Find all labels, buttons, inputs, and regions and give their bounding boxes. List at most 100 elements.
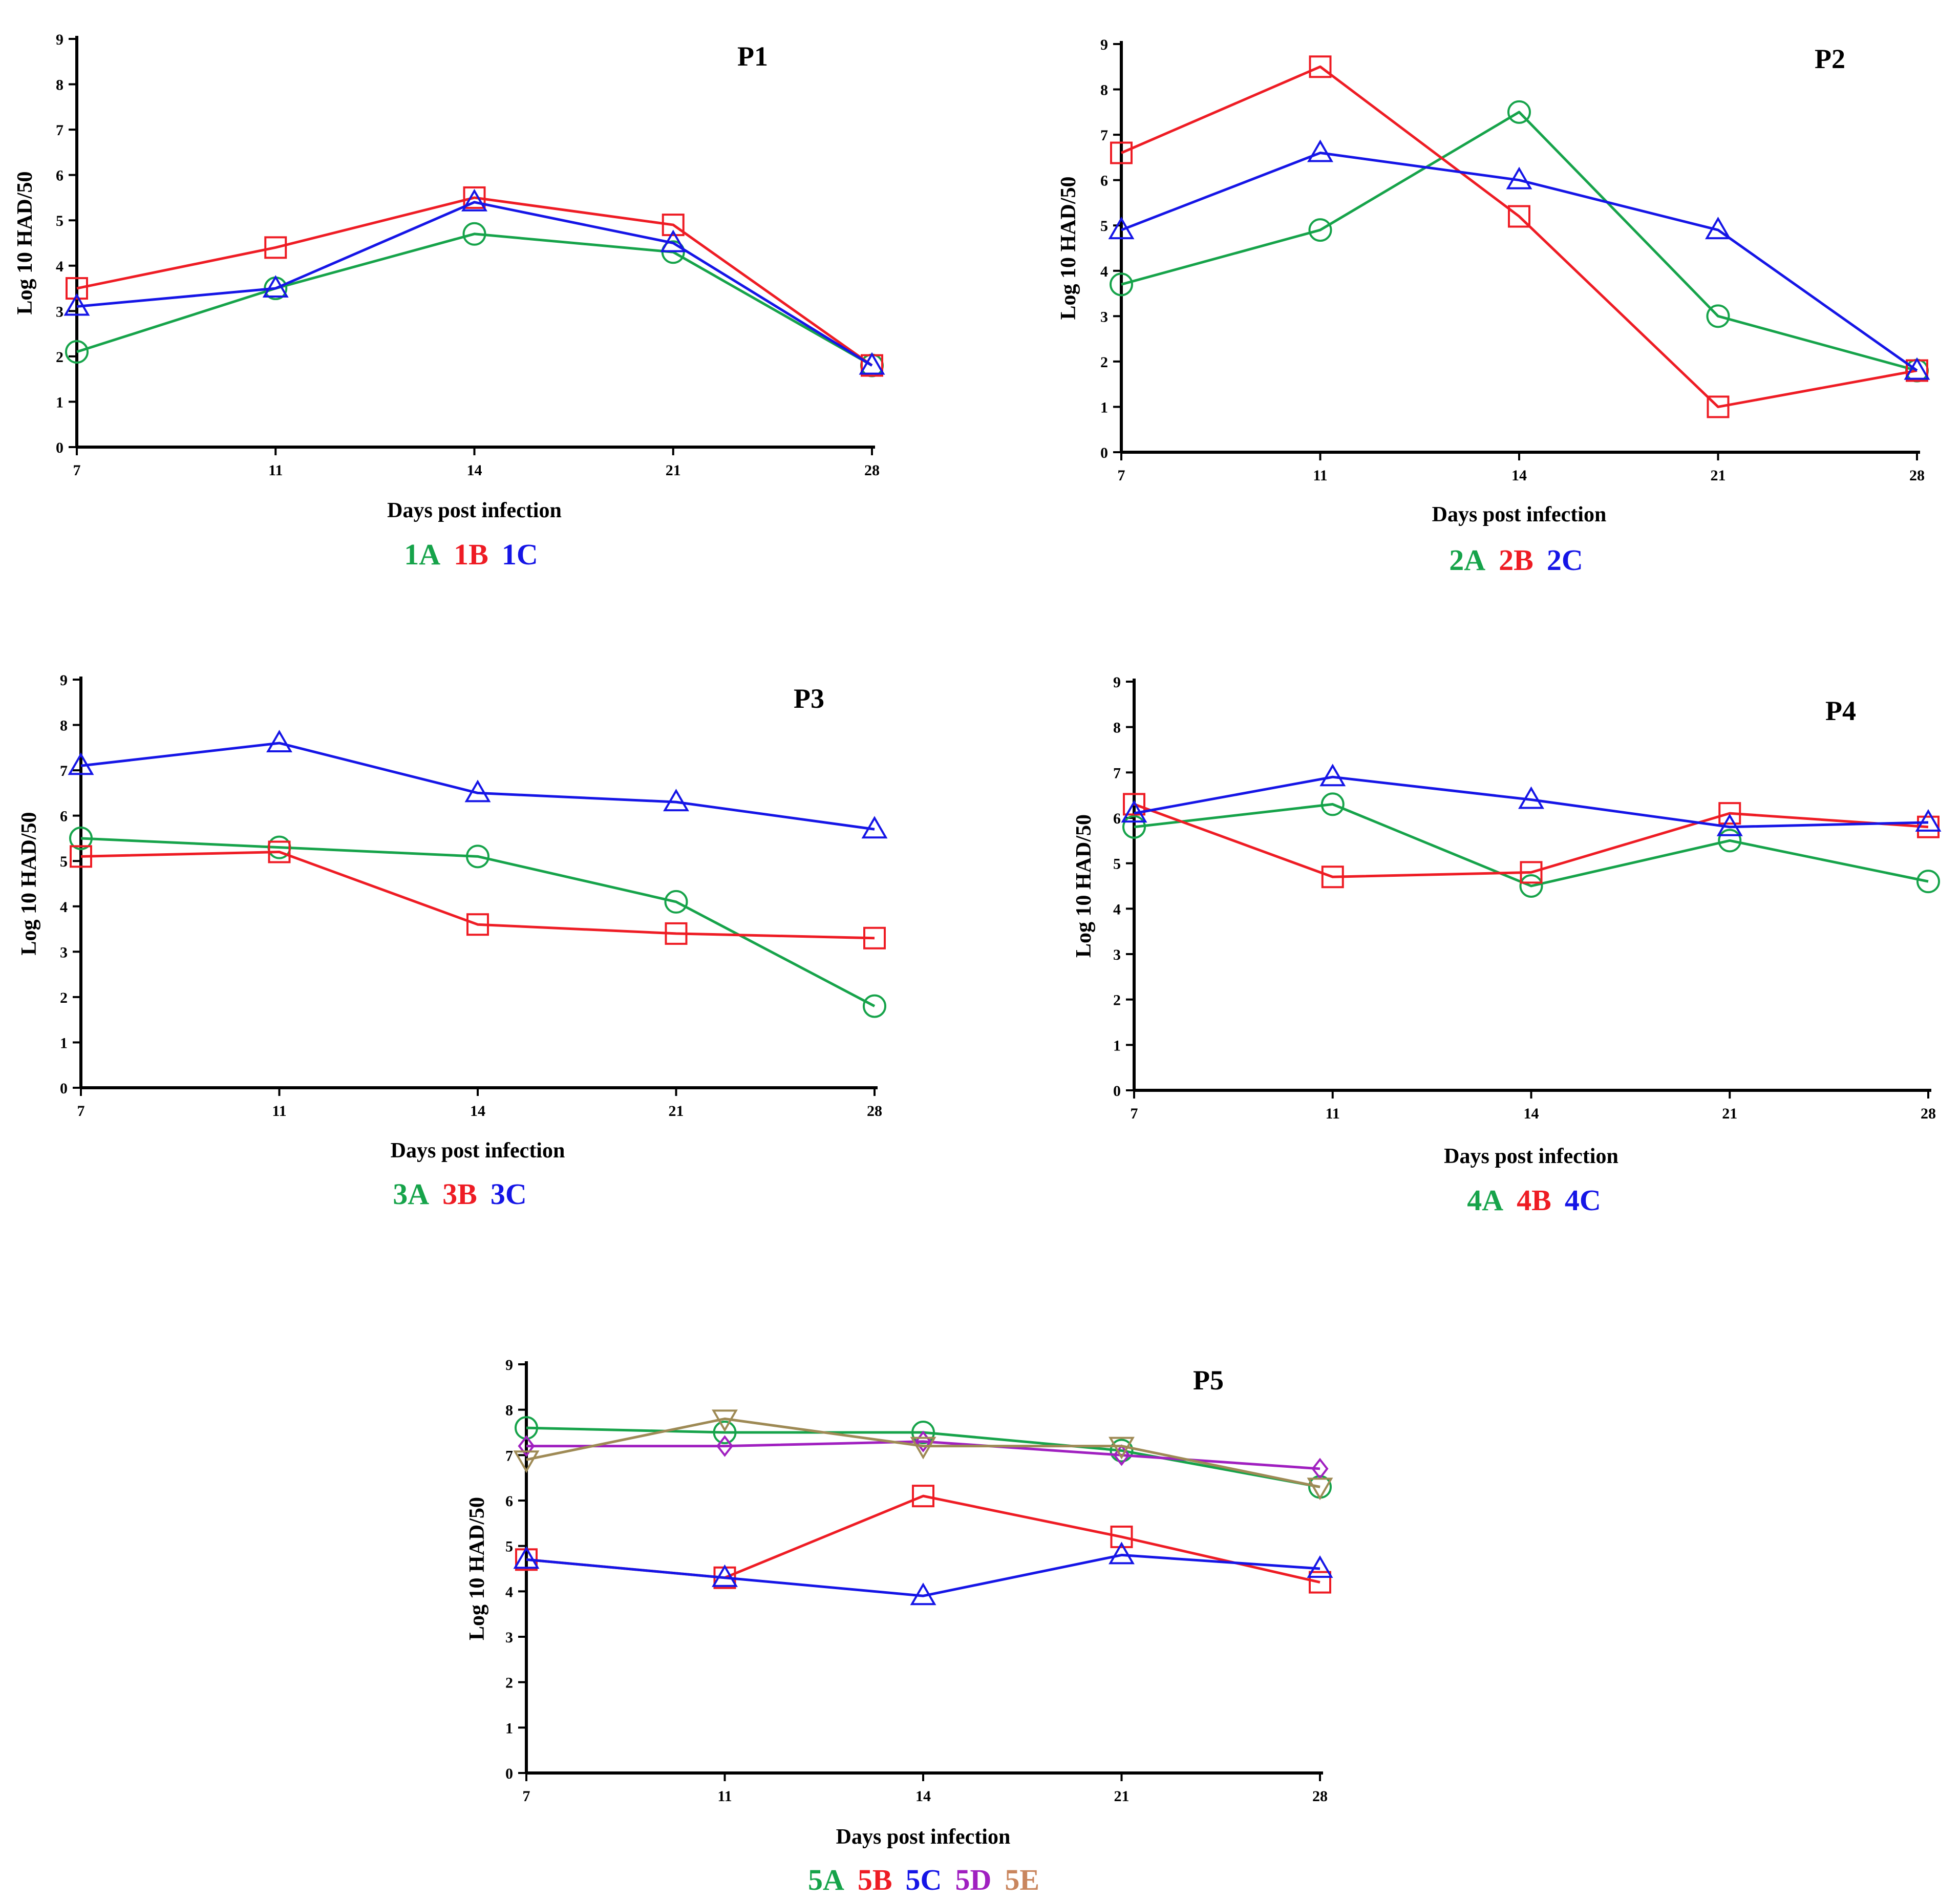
y-tick-label: 5 <box>1113 856 1121 873</box>
data-point-4c-7 <box>1121 800 1147 823</box>
data-point-4a-28 <box>1916 870 1940 894</box>
data-point-5a-14 <box>911 1421 935 1444</box>
legend-entry-1c: 1C <box>502 538 538 571</box>
chart-panel-p1: 0 1 2 3 4 5 6 7 8 9 7 11 14 21 28 P1 Days post infection… <box>13 31 885 571</box>
data-point-5c-21 <box>1109 1542 1135 1565</box>
data-point-4c-21 <box>1716 813 1743 836</box>
data-point-1c-28 <box>859 352 885 375</box>
y-tick-label: 6 <box>1100 173 1108 189</box>
y-tick-label: 3 <box>505 1629 513 1646</box>
data-point-3b-21 <box>665 922 688 945</box>
y-tick-label: 0 <box>60 1080 68 1097</box>
legend-entry-2a: 2A <box>1449 543 1485 577</box>
legend-entry-5b: 5B <box>858 1863 892 1896</box>
data-point-1b-14 <box>463 186 486 209</box>
data-point-3a-7 <box>69 826 93 850</box>
data-point-5e-21 <box>1109 1437 1135 1460</box>
series-line-4b <box>1134 803 1929 878</box>
data-point-2b-7 <box>1110 141 1133 164</box>
x-tick-label: 11 <box>1326 1105 1340 1122</box>
data-point-5c-7 <box>513 1546 540 1569</box>
series-line-2a <box>1121 111 1918 372</box>
x-tick-label: 14 <box>470 1103 485 1120</box>
y-tick-label: 1 <box>1113 1037 1121 1054</box>
data-point-5b-21 <box>1110 1525 1133 1548</box>
x-tick-label: 11 <box>1313 467 1327 484</box>
data-point-3a-14 <box>466 845 489 869</box>
x-tick-label: 14 <box>467 462 482 479</box>
data-point-2c-21 <box>1705 217 1731 240</box>
series-line-1b <box>76 196 873 367</box>
data-point-5e-11 <box>712 1409 738 1432</box>
legend-entry-5e: 5E <box>1005 1863 1039 1896</box>
data-point-2c-11 <box>1307 139 1333 162</box>
x-tick-label: 14 <box>1524 1105 1539 1122</box>
data-point-5c-14 <box>910 1582 936 1606</box>
x-tick-label: 7 <box>77 1103 85 1120</box>
series-line-2c <box>1121 152 1918 372</box>
y-tick-label: 5 <box>505 1538 513 1555</box>
data-point-5b-14 <box>912 1485 934 1508</box>
chart-title: P1 <box>737 41 768 72</box>
chart-panel-p4: 0 1 2 3 4 5 6 7 8 9 7 11 14 21 28 P4 Days post infection… <box>1072 674 1942 1217</box>
x-axis-label: Days post infection <box>391 1139 565 1163</box>
x-tick-label: 21 <box>1114 1788 1130 1805</box>
x-tick-label: 21 <box>1722 1105 1737 1122</box>
legend-entry-1b: 1B <box>454 538 488 571</box>
data-point-4a-14 <box>1519 874 1543 898</box>
legend-entry-3a: 3A <box>393 1177 429 1211</box>
y-tick-label: 5 <box>60 853 68 870</box>
series-2c <box>1108 139 1930 380</box>
y-tick-label: 9 <box>56 31 63 48</box>
data-point-4a-7 <box>1122 815 1146 839</box>
legend: 3A 3B 3C <box>393 1177 526 1211</box>
y-tick-label: 7 <box>1100 127 1108 144</box>
data-point-4a-21 <box>1718 829 1742 853</box>
x-axis-label: Days post infection <box>836 1825 1011 1849</box>
series-line-3c <box>80 742 875 831</box>
y-tick-label: 9 <box>1113 674 1121 691</box>
series-line-2b <box>1121 65 1918 408</box>
legend-entry-2c: 2C <box>1547 543 1583 577</box>
x-axis-label: Days post infection <box>387 499 562 522</box>
y-tick-label: 2 <box>60 989 68 1006</box>
x-tick-label: 28 <box>1921 1105 1936 1122</box>
x-tick-label: 28 <box>864 462 880 479</box>
chart-title: P4 <box>1825 695 1856 726</box>
y-tick-label: 8 <box>505 1402 513 1419</box>
y-tick-label: 1 <box>1100 399 1108 416</box>
y-tick-label: 8 <box>1113 720 1121 736</box>
data-point-1c-21 <box>660 229 687 252</box>
y-tick-label: 4 <box>60 899 68 916</box>
y-tick-label: 3 <box>1100 308 1108 325</box>
data-point-1c-11 <box>262 275 289 298</box>
series-3c <box>68 729 888 839</box>
y-axis-label: Log 10 HAD/50 <box>17 812 41 955</box>
chart-title: P3 <box>794 683 824 714</box>
data-point-4c-14 <box>1518 786 1544 809</box>
y-tick-label: 1 <box>56 394 63 411</box>
series-4c <box>1121 764 1942 836</box>
y-axis-label: Log 10 HAD/50 <box>1057 176 1080 320</box>
y-tick-label: 8 <box>60 717 68 734</box>
y-axis-label: Log 10 HAD/50 <box>13 171 37 314</box>
data-point-3b-14 <box>466 913 489 936</box>
data-point-3b-7 <box>70 845 92 868</box>
legend-entry-1a: 1A <box>404 538 440 571</box>
data-point-3a-28 <box>863 994 886 1018</box>
y-tick-label: 2 <box>505 1675 513 1692</box>
data-point-4a-11 <box>1320 792 1345 816</box>
x-tick-label: 11 <box>268 462 283 479</box>
series-line-4c <box>1134 775 1929 829</box>
y-tick-label: 9 <box>60 672 68 689</box>
legend-entry-3b: 3B <box>442 1177 477 1211</box>
y-tick-label: 9 <box>505 1357 513 1374</box>
y-tick-label: 3 <box>56 303 63 320</box>
data-point-1a-7 <box>65 340 89 364</box>
series-line-3a <box>80 837 876 1007</box>
data-point-2b-11 <box>1309 55 1332 78</box>
y-tick-label: 4 <box>505 1584 513 1600</box>
series-5e <box>513 1409 1333 1501</box>
chart-panel-p5: 0 1 2 3 4 5 6 7 8 9 7 11 14 21 28 P5 Days post infection… <box>465 1357 1333 1896</box>
